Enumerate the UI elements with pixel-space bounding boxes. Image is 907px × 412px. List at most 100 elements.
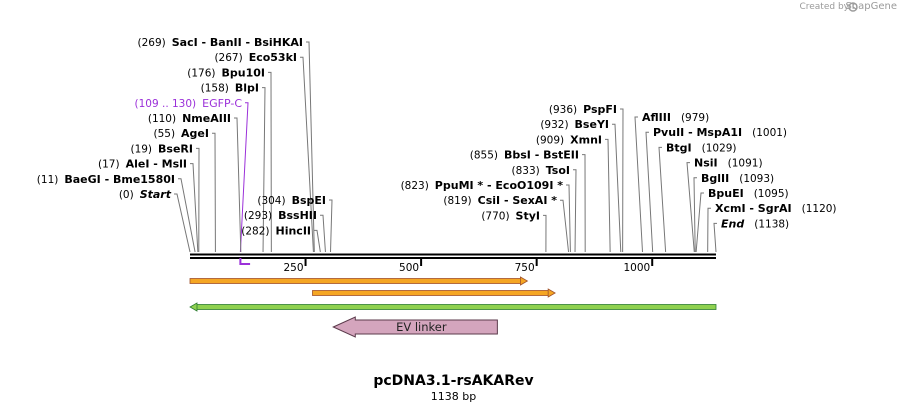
feature-orange-feature-1 — [189, 276, 529, 286]
site-name: BpuEI — [708, 187, 744, 200]
site-position: (19) — [130, 143, 152, 155]
site-connector — [713, 222, 717, 253]
site-connector — [573, 169, 577, 253]
feature-orange-feature-2 — [312, 288, 556, 298]
snapgene-logo-icon — [848, 2, 858, 12]
site-label: TsoI (833) — [512, 164, 570, 177]
site-label: BpuEI (1095) — [708, 187, 789, 200]
site-connector — [620, 108, 624, 253]
site-position: (282) — [241, 225, 269, 237]
site-connector — [178, 178, 196, 253]
site-name: BaeGI - Bme1580I — [64, 173, 175, 186]
site-label: AflIII (979) — [642, 111, 709, 124]
site-name: BtgI — [666, 141, 692, 154]
site-label: AgeI (55) — [153, 127, 209, 140]
site-label: EGFP-C (109 .. 130) — [135, 97, 243, 110]
ruler-tick-label: 500 — [399, 262, 419, 274]
site-name: NsiI — [694, 157, 718, 170]
site-label: BspEI (304) — [257, 194, 326, 207]
site-label: NmeAIII (110) — [148, 112, 231, 125]
site-position: (1029) — [702, 142, 737, 154]
site-connector — [306, 41, 315, 253]
feature-arrowhead — [547, 288, 556, 298]
site-connector — [686, 162, 695, 253]
site-name: StyI — [516, 209, 540, 222]
site-name: NmeAIII — [182, 112, 231, 125]
site-name: XcmI - SgrAI — [715, 202, 792, 215]
feature-bar — [189, 278, 522, 284]
ruler: 250 500 750 1000 — [284, 259, 654, 274]
site-connector — [707, 207, 711, 253]
feature-bar — [312, 290, 550, 296]
plasmid-length: 1138 bp — [430, 390, 477, 403]
site-connector — [560, 199, 570, 253]
site-name: BseRI — [158, 142, 193, 155]
site-label: PvuII - MspA1I (1001) — [653, 126, 787, 139]
site-position: (267) — [214, 52, 242, 64]
site-connector — [543, 214, 547, 253]
site-label: AleI - MslI (17) — [98, 158, 187, 171]
site-name: PpuMI * - EcoO109I * — [435, 179, 563, 192]
site-label: BseRI (19) — [130, 142, 193, 155]
site-connector — [605, 138, 611, 253]
feature-arrowhead — [520, 276, 529, 286]
site-name: AflIII — [642, 111, 671, 124]
site-name: EGFP-C — [202, 97, 242, 110]
site-position: (17) — [98, 159, 120, 171]
site-label: NsiI (1091) — [694, 157, 763, 170]
site-position: (55) — [153, 128, 175, 140]
site-name: PvuII - MspA1I — [653, 126, 742, 139]
site-connector — [262, 87, 266, 253]
feature-bar — [195, 304, 717, 310]
site-label: PspFI (936) — [549, 103, 617, 116]
egfp-feature-mark — [239, 258, 251, 265]
site-connector — [693, 177, 697, 253]
feature-track: EV linker — [189, 258, 717, 338]
site-name: Start — [140, 188, 172, 201]
site-connector — [329, 199, 333, 253]
site-label: SacI - BanII - BsiHKAI (269) — [137, 36, 303, 49]
site-position: (1138) — [754, 218, 789, 230]
site-label: HincII (282) — [241, 224, 311, 237]
site-position: (110) — [148, 113, 176, 125]
site-position: (293) — [244, 210, 272, 222]
site-name: BseYI — [575, 118, 609, 131]
site-name: AgeI — [181, 127, 209, 140]
site-name: HincII — [275, 224, 311, 237]
site-name: BspEI — [292, 194, 326, 207]
feature-green-feature — [189, 302, 717, 312]
site-position: (1001) — [752, 127, 787, 139]
site-name: BlpI — [235, 82, 259, 95]
site-label: XcmI - SgrAI (1120) — [715, 202, 837, 215]
site-name: CsiI - SexAI * — [478, 194, 558, 207]
site-position: (158) — [201, 83, 229, 95]
site-label: BlpI (158) — [201, 82, 259, 95]
site-name: Eco53kI — [249, 51, 297, 64]
site-label: Eco53kI (267) — [214, 51, 297, 64]
site-connector — [645, 131, 654, 253]
site-connector — [239, 102, 249, 253]
site-label: BaeGI - Bme1580I (11) — [37, 173, 175, 186]
ruler-tick-label: 250 — [284, 262, 304, 274]
site-label: CsiI - SexAI * (819) — [443, 194, 557, 207]
site-label: Start (0) — [119, 188, 172, 201]
site-position: (1091) — [728, 158, 763, 170]
site-connector — [234, 117, 242, 253]
site-connector — [695, 192, 704, 253]
site-position: (936) — [549, 104, 577, 116]
site-name: BglII — [701, 172, 729, 185]
site-label: BglII (1093) — [701, 172, 774, 185]
site-position: (304) — [257, 195, 285, 207]
site-connector — [612, 123, 622, 253]
site-name: BssHII — [278, 209, 317, 222]
site-position: (770) — [481, 210, 509, 222]
site-connector — [268, 71, 272, 253]
site-name: SacI - BanII - BsiHKAI — [172, 36, 303, 49]
site-connector — [314, 229, 321, 253]
site-labels: SacI - BanII - BsiHKAI (269) Eco53kI (267) B… — [37, 36, 837, 237]
site-label: XmnI (909) — [536, 133, 602, 146]
ruler-tick-label: 750 — [515, 262, 535, 274]
site-connector — [212, 132, 216, 253]
site-name: Bpu10I — [222, 66, 266, 79]
